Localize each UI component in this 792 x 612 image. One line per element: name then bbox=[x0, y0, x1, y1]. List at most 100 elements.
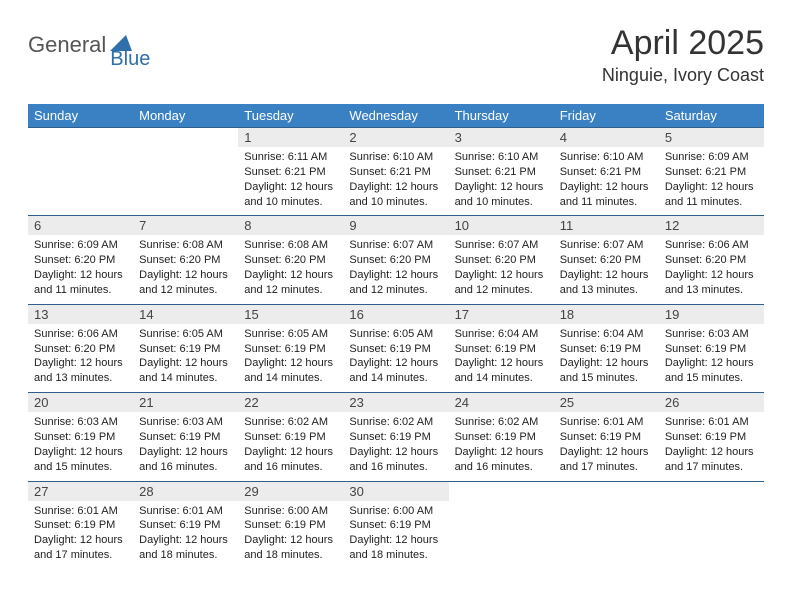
day-number-cell: 26 bbox=[659, 393, 764, 413]
day-number-cell: 2 bbox=[343, 128, 448, 148]
day-number-cell: 15 bbox=[238, 304, 343, 324]
day-content-row: Sunrise: 6:11 AMSunset: 6:21 PMDaylight:… bbox=[28, 147, 764, 216]
day-content-row: Sunrise: 6:03 AMSunset: 6:19 PMDaylight:… bbox=[28, 412, 764, 481]
day-number-cell: 16 bbox=[343, 304, 448, 324]
day-cell-content: Sunrise: 6:10 AMSunset: 6:21 PMDaylight:… bbox=[449, 147, 554, 215]
day-number-cell: 30 bbox=[343, 481, 448, 501]
day-cell-content: Sunrise: 6:07 AMSunset: 6:20 PMDaylight:… bbox=[449, 235, 554, 303]
day-cell: Sunrise: 6:09 AMSunset: 6:20 PMDaylight:… bbox=[28, 235, 133, 304]
day-number-cell: 8 bbox=[238, 216, 343, 236]
weekday-header: Friday bbox=[554, 104, 659, 128]
day-cell: Sunrise: 6:03 AMSunset: 6:19 PMDaylight:… bbox=[659, 324, 764, 393]
daynum-row: 13141516171819 bbox=[28, 304, 764, 324]
day-number-cell: 24 bbox=[449, 393, 554, 413]
day-content-row: Sunrise: 6:06 AMSunset: 6:20 PMDaylight:… bbox=[28, 324, 764, 393]
day-number-cell: 21 bbox=[133, 393, 238, 413]
day-cell: Sunrise: 6:07 AMSunset: 6:20 PMDaylight:… bbox=[343, 235, 448, 304]
day-cell-content: Sunrise: 6:01 AMSunset: 6:19 PMDaylight:… bbox=[659, 412, 764, 480]
day-cell-content: Sunrise: 6:00 AMSunset: 6:19 PMDaylight:… bbox=[343, 501, 448, 569]
weekday-header: Thursday bbox=[449, 104, 554, 128]
day-cell-content: Sunrise: 6:03 AMSunset: 6:19 PMDaylight:… bbox=[133, 412, 238, 480]
day-cell-content: Sunrise: 6:01 AMSunset: 6:19 PMDaylight:… bbox=[554, 412, 659, 480]
day-cell-content: Sunrise: 6:02 AMSunset: 6:19 PMDaylight:… bbox=[449, 412, 554, 480]
day-content-row: Sunrise: 6:01 AMSunset: 6:19 PMDaylight:… bbox=[28, 501, 764, 569]
day-number-cell: 25 bbox=[554, 393, 659, 413]
day-cell bbox=[554, 501, 659, 569]
day-cell-content: Sunrise: 6:08 AMSunset: 6:20 PMDaylight:… bbox=[238, 235, 343, 303]
day-number-cell: 4 bbox=[554, 128, 659, 148]
day-cell-content: Sunrise: 6:04 AMSunset: 6:19 PMDaylight:… bbox=[449, 324, 554, 392]
day-cell-content: Sunrise: 6:07 AMSunset: 6:20 PMDaylight:… bbox=[343, 235, 448, 303]
day-cell-content: Sunrise: 6:09 AMSunset: 6:21 PMDaylight:… bbox=[659, 147, 764, 215]
day-number-cell: 10 bbox=[449, 216, 554, 236]
day-cell-content: Sunrise: 6:00 AMSunset: 6:19 PMDaylight:… bbox=[238, 501, 343, 569]
day-cell-content: Sunrise: 6:05 AMSunset: 6:19 PMDaylight:… bbox=[343, 324, 448, 392]
day-cell: Sunrise: 6:10 AMSunset: 6:21 PMDaylight:… bbox=[449, 147, 554, 216]
day-cell-content: Sunrise: 6:05 AMSunset: 6:19 PMDaylight:… bbox=[133, 324, 238, 392]
day-number-cell bbox=[28, 128, 133, 148]
day-cell: Sunrise: 6:08 AMSunset: 6:20 PMDaylight:… bbox=[238, 235, 343, 304]
day-cell-content: Sunrise: 6:06 AMSunset: 6:20 PMDaylight:… bbox=[659, 235, 764, 303]
daynum-row: 12345 bbox=[28, 128, 764, 148]
day-cell-content: Sunrise: 6:04 AMSunset: 6:19 PMDaylight:… bbox=[554, 324, 659, 392]
day-cell: Sunrise: 6:05 AMSunset: 6:19 PMDaylight:… bbox=[238, 324, 343, 393]
daynum-row: 27282930 bbox=[28, 481, 764, 501]
day-number-cell: 9 bbox=[343, 216, 448, 236]
day-cell: Sunrise: 6:08 AMSunset: 6:20 PMDaylight:… bbox=[133, 235, 238, 304]
day-number-cell: 18 bbox=[554, 304, 659, 324]
day-cell: Sunrise: 6:01 AMSunset: 6:19 PMDaylight:… bbox=[659, 412, 764, 481]
day-number-cell: 27 bbox=[28, 481, 133, 501]
day-number-cell: 17 bbox=[449, 304, 554, 324]
day-cell-content: Sunrise: 6:09 AMSunset: 6:20 PMDaylight:… bbox=[28, 235, 133, 303]
day-number-cell: 29 bbox=[238, 481, 343, 501]
day-number-cell: 14 bbox=[133, 304, 238, 324]
day-cell: Sunrise: 6:10 AMSunset: 6:21 PMDaylight:… bbox=[554, 147, 659, 216]
day-cell: Sunrise: 6:04 AMSunset: 6:19 PMDaylight:… bbox=[554, 324, 659, 393]
day-cell: Sunrise: 6:09 AMSunset: 6:21 PMDaylight:… bbox=[659, 147, 764, 216]
day-number-cell bbox=[554, 481, 659, 501]
calendar-header-row: SundayMondayTuesdayWednesdayThursdayFrid… bbox=[28, 104, 764, 128]
day-cell-content: Sunrise: 6:05 AMSunset: 6:19 PMDaylight:… bbox=[238, 324, 343, 392]
day-number-cell: 19 bbox=[659, 304, 764, 324]
day-number-cell: 23 bbox=[343, 393, 448, 413]
day-content-row: Sunrise: 6:09 AMSunset: 6:20 PMDaylight:… bbox=[28, 235, 764, 304]
day-cell: Sunrise: 6:05 AMSunset: 6:19 PMDaylight:… bbox=[343, 324, 448, 393]
day-number-cell: 20 bbox=[28, 393, 133, 413]
day-cell: Sunrise: 6:02 AMSunset: 6:19 PMDaylight:… bbox=[238, 412, 343, 481]
day-number-cell: 13 bbox=[28, 304, 133, 324]
logo: General Blue bbox=[28, 32, 156, 58]
daynum-row: 20212223242526 bbox=[28, 393, 764, 413]
day-cell-content: Sunrise: 6:03 AMSunset: 6:19 PMDaylight:… bbox=[28, 412, 133, 480]
weekday-header: Monday bbox=[133, 104, 238, 128]
day-number-cell: 7 bbox=[133, 216, 238, 236]
day-cell: Sunrise: 6:10 AMSunset: 6:21 PMDaylight:… bbox=[343, 147, 448, 216]
day-cell: Sunrise: 6:06 AMSunset: 6:20 PMDaylight:… bbox=[659, 235, 764, 304]
day-cell-content: Sunrise: 6:10 AMSunset: 6:21 PMDaylight:… bbox=[554, 147, 659, 215]
weekday-header: Tuesday bbox=[238, 104, 343, 128]
logo-text-general: General bbox=[28, 32, 106, 58]
weekday-header: Wednesday bbox=[343, 104, 448, 128]
day-cell: Sunrise: 6:00 AMSunset: 6:19 PMDaylight:… bbox=[238, 501, 343, 569]
day-cell: Sunrise: 6:02 AMSunset: 6:19 PMDaylight:… bbox=[343, 412, 448, 481]
day-number-cell: 6 bbox=[28, 216, 133, 236]
day-cell bbox=[449, 501, 554, 569]
day-cell: Sunrise: 6:01 AMSunset: 6:19 PMDaylight:… bbox=[554, 412, 659, 481]
weekday-header: Saturday bbox=[659, 104, 764, 128]
day-cell: Sunrise: 6:05 AMSunset: 6:19 PMDaylight:… bbox=[133, 324, 238, 393]
calendar-table: SundayMondayTuesdayWednesdayThursdayFrid… bbox=[28, 104, 764, 569]
day-number-cell: 1 bbox=[238, 128, 343, 148]
day-number-cell: 3 bbox=[449, 128, 554, 148]
day-number-cell: 5 bbox=[659, 128, 764, 148]
day-cell: Sunrise: 6:03 AMSunset: 6:19 PMDaylight:… bbox=[28, 412, 133, 481]
day-number-cell: 22 bbox=[238, 393, 343, 413]
day-cell: Sunrise: 6:01 AMSunset: 6:19 PMDaylight:… bbox=[133, 501, 238, 569]
day-cell-content: Sunrise: 6:10 AMSunset: 6:21 PMDaylight:… bbox=[343, 147, 448, 215]
day-cell: Sunrise: 6:04 AMSunset: 6:19 PMDaylight:… bbox=[449, 324, 554, 393]
day-cell: Sunrise: 6:00 AMSunset: 6:19 PMDaylight:… bbox=[343, 501, 448, 569]
weekday-header: Sunday bbox=[28, 104, 133, 128]
month-title: April 2025 bbox=[602, 24, 764, 63]
day-cell: Sunrise: 6:07 AMSunset: 6:20 PMDaylight:… bbox=[554, 235, 659, 304]
day-cell-content: Sunrise: 6:01 AMSunset: 6:19 PMDaylight:… bbox=[133, 501, 238, 569]
day-cell-content: Sunrise: 6:02 AMSunset: 6:19 PMDaylight:… bbox=[238, 412, 343, 480]
day-cell bbox=[659, 501, 764, 569]
